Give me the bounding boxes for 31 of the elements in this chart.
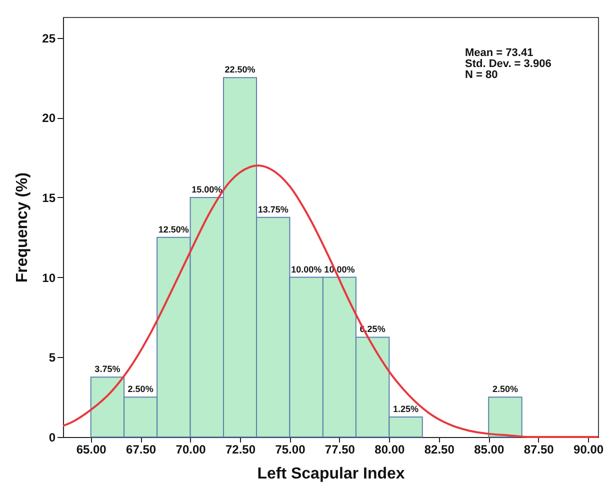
x-tick-label: 72.50 <box>225 442 256 456</box>
annotation: N = 80 <box>465 69 498 81</box>
data-label: 13.75% <box>258 204 288 214</box>
annotation: Mean = 73.41 <box>465 47 534 59</box>
y-tick-label: 10 <box>42 270 56 285</box>
data-label: 22.50% <box>224 64 256 75</box>
y-tick-label: 0 <box>48 430 56 444</box>
data-label: 10.00% <box>291 264 322 274</box>
y-tick-label: 25 <box>42 31 56 46</box>
y-axis-title: Frequency (%) <box>14 172 32 283</box>
x-axis-title: Left Scapular Index <box>257 466 405 482</box>
x-tick-label: 67.50 <box>126 442 156 456</box>
x-tick-label: 77.50 <box>324 442 356 456</box>
data-label: 15.00% <box>192 184 222 194</box>
x-tick-label: 85.00 <box>474 442 504 456</box>
data-label: 12.50% <box>158 224 189 234</box>
annotation: Std. Dev. = 3.906 <box>465 58 552 70</box>
data-label: 2.50% <box>128 384 154 394</box>
y-tick-label: 15 <box>42 190 56 205</box>
x-tick-label: 70.00 <box>176 442 206 456</box>
data-label: 2.50% <box>492 384 518 394</box>
x-tick-label: 65.00 <box>76 442 107 456</box>
x-tick-label: 75.00 <box>275 442 306 456</box>
y-tick-label: 20 <box>42 111 56 126</box>
x-tick-label: 87.50 <box>524 442 554 456</box>
data-label: 3.75% <box>94 364 120 374</box>
x-tick-label: 90.00 <box>574 442 604 456</box>
data-label: 1.25% <box>393 404 419 414</box>
y-tick-label: 5 <box>48 350 56 365</box>
x-tick-label: 80.00 <box>374 442 406 456</box>
x-tick-label: 82.50 <box>424 442 455 456</box>
